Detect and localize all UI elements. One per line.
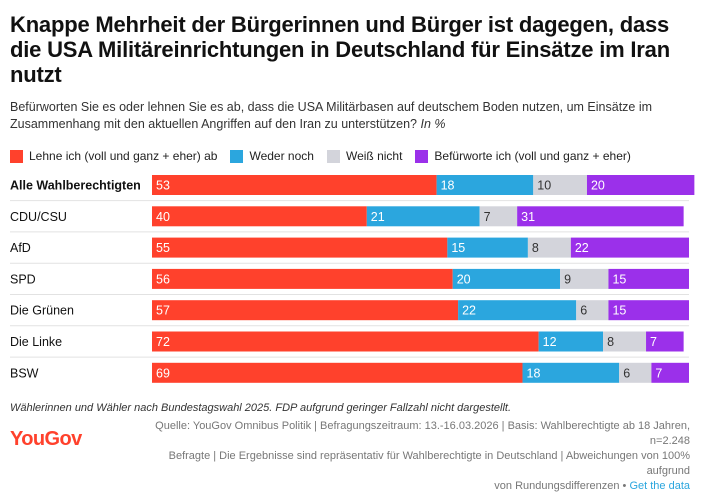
value-label-cdu-csu-weder-noch: 21 <box>371 210 385 224</box>
bar-afd-weder-noch <box>447 237 528 258</box>
category-label-spd: SPD <box>10 272 36 286</box>
value-label-alle-wahlberechtigten-weder-noch: 18 <box>441 179 455 193</box>
value-label-alle-wahlberechtigten-wei-nicht: 10 <box>537 179 551 193</box>
value-label-alle-wahlberechtigten-bef-rworte: 20 <box>591 179 605 193</box>
value-label-die-linke-lehne-ich: 72 <box>156 335 170 349</box>
bar-cdu-csu-bef-rworte <box>517 206 684 227</box>
legend-label-lehne-ab: Lehne ich (voll und ganz + eher) ab <box>29 149 218 163</box>
legend-swatch-lehne-ab <box>10 149 23 163</box>
bar-die-linke-lehne-ich <box>152 331 539 352</box>
stacked-bar-chart: Alle Wahlberechtigten 53 18 10 20 CDU/CSU 40 21… <box>10 175 695 383</box>
value-label-spd-lehne-ich: 56 <box>156 272 170 286</box>
bar-spd-weder-noch <box>452 268 561 289</box>
source-separator: • <box>622 480 627 492</box>
value-label-die-linke-bef-rworte: 7 <box>650 335 657 349</box>
value-label-afd-bef-rworte: 22 <box>575 241 589 255</box>
value-label-die-gr-nen-lehne-ich: 57 <box>156 304 170 318</box>
value-label-die-linke-weder-noch: 12 <box>543 335 557 349</box>
value-label-die-linke-wei-nicht: 8 <box>607 335 614 349</box>
legend-swatch-weder-noch <box>230 149 244 163</box>
value-label-cdu-csu-bef-rworte: 31 <box>521 210 535 224</box>
bar-die-linke-weder-noch <box>538 331 604 352</box>
bar-spd-wei-nicht <box>560 268 609 289</box>
bar-cdu-csu-lehne-ich <box>152 206 367 227</box>
bar-cdu-csu-weder-noch <box>366 206 480 227</box>
category-label-afd: AfD <box>10 241 31 255</box>
value-label-die-gr-nen-bef-rworte: 15 <box>612 304 626 318</box>
get-the-data-link[interactable]: Get the data <box>629 480 690 492</box>
bar-bsw-bef-rworte <box>651 362 689 383</box>
legend-swatch-befuerworte <box>415 149 429 163</box>
value-label-spd-weder-noch: 20 <box>457 272 471 286</box>
value-label-alle-wahlberechtigten-lehne-ich: 53 <box>156 179 170 193</box>
value-label-afd-lehne-ich: 55 <box>156 241 170 255</box>
source-line-2: Befragte | Die Ergebnisse sind repräsent… <box>168 450 690 477</box>
bar-die-linke-wei-nicht <box>603 331 647 352</box>
bar-afd-bef-rworte <box>570 237 689 258</box>
bar-bsw-lehne-ich <box>152 362 523 383</box>
yougov-logo: YouGov <box>10 428 82 450</box>
value-label-spd-bef-rworte: 15 <box>612 272 626 286</box>
chart-title: Knappe Mehrheit der Bürgerinnen und Bürg… <box>10 12 670 87</box>
value-label-bsw-bef-rworte: 7 <box>655 366 662 380</box>
category-label-cdu-csu: CDU/CSU <box>10 210 67 224</box>
category-label-die-gr-nen: Die Grünen <box>10 304 74 318</box>
unit-label: In % <box>420 117 446 131</box>
legend: Lehne ich (voll und ganz + eher) ab Wede… <box>10 147 644 165</box>
source-line-1: Quelle: YouGov Omnibus Politik | Befragu… <box>155 420 690 447</box>
bar-alle-wahlberechtigten-lehne-ich <box>152 175 437 195</box>
bar-alle-wahlberechtigten-wei-nicht <box>533 175 587 195</box>
bar-afd-wei-nicht <box>527 237 571 258</box>
bar-die-gr-nen-wei-nicht <box>576 300 609 321</box>
value-label-cdu-csu-wei-nicht: 7 <box>484 210 491 224</box>
bar-bsw-weder-noch <box>522 362 620 383</box>
bar-die-linke-bef-rworte <box>646 331 684 352</box>
legend-item-befuerworte: Befürworte ich (voll und ganz + eher) <box>415 149 631 163</box>
bar-afd-lehne-ich <box>152 237 448 258</box>
legend-label-weiss-nicht: Weiß nicht <box>345 149 403 163</box>
value-label-die-gr-nen-weder-noch: 22 <box>462 304 476 318</box>
value-label-afd-wei-nicht: 8 <box>532 241 539 255</box>
value-label-afd-weder-noch: 15 <box>451 241 465 255</box>
legend-item-weder-noch: Weder noch <box>230 149 314 163</box>
value-label-die-gr-nen-wei-nicht: 6 <box>580 304 587 318</box>
legend-label-weder-noch: Weder noch <box>249 149 314 163</box>
footnote: Wählerinnen und Wähler nach Bundestagswa… <box>10 402 511 414</box>
bar-die-gr-nen-bef-rworte <box>608 300 689 321</box>
bar-bsw-wei-nicht <box>619 362 652 383</box>
source-line-3-text: von Rundungsdifferenzen <box>494 480 620 492</box>
question-text: Befürworten Sie es oder lehnen Sie es ab… <box>10 100 653 131</box>
chart-subtitle: Befürworten Sie es oder lehnen Sie es ab… <box>10 99 690 133</box>
legend-item-lehne-ab: Lehne ich (voll und ganz + eher) ab <box>10 149 217 163</box>
category-label-alle-wahlberechtigten: Alle Wahlberechtigten <box>10 179 141 193</box>
legend-label-befuerworte: Befürworte ich (voll und ganz + eher) <box>434 149 631 163</box>
bar-spd-lehne-ich <box>152 268 453 289</box>
bar-die-gr-nen-lehne-ich <box>152 300 459 321</box>
source-line-3: von Rundungsdifferenzen • Get the data <box>130 479 690 494</box>
bar-alle-wahlberechtigten-bef-rworte <box>586 175 695 195</box>
value-label-spd-wei-nicht: 9 <box>564 272 571 286</box>
bar-die-gr-nen-weder-noch <box>458 300 577 321</box>
category-label-bsw: BSW <box>10 366 39 380</box>
value-label-cdu-csu-lehne-ich: 40 <box>156 210 170 224</box>
value-label-bsw-weder-noch: 18 <box>527 366 541 380</box>
bar-cdu-csu-wei-nicht <box>479 206 518 227</box>
value-label-bsw-lehne-ich: 69 <box>156 366 170 380</box>
source-note: Quelle: YouGov Omnibus Politik | Befragu… <box>130 419 690 494</box>
value-label-bsw-wei-nicht: 6 <box>623 366 630 380</box>
bar-alle-wahlberechtigten-weder-noch <box>436 175 534 195</box>
legend-item-weiss-nicht: Weiß nicht <box>326 149 403 163</box>
category-label-die-linke: Die Linke <box>10 335 62 349</box>
legend-swatch-weiss-nicht <box>326 149 340 163</box>
bar-spd-bef-rworte <box>608 268 689 289</box>
